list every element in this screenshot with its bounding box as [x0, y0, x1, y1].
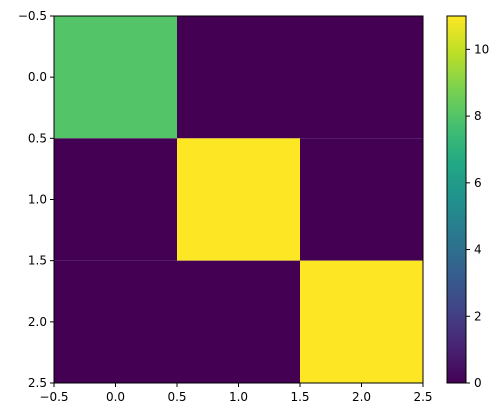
x-tick-label: −0.5	[39, 390, 68, 404]
y-tick-label: 0.5	[28, 131, 47, 145]
heatmap-axes: −0.5 0.0 0.5 1.0 1.5 2.0 2.5−0.50.00.51.01.52.…	[18, 9, 433, 404]
heatmap-cell-r2-c2	[300, 260, 423, 383]
heatmap-cell-r1-c1	[177, 138, 300, 261]
y-tick-label: −0.5	[18, 9, 47, 23]
heatmap-cell-r2-c0	[54, 260, 177, 383]
colorbar: 0 2 4 6 8 10	[446, 15, 489, 390]
x-tick-label: 0.5	[167, 390, 186, 404]
heatmap-cell-r0-c1	[177, 16, 300, 139]
colorbar-tick-label: 4	[474, 243, 482, 257]
colorbar-tick-label: 6	[474, 176, 482, 190]
x-tick-label: 2.5	[413, 390, 432, 404]
x-tick-label: 1.0	[229, 390, 248, 404]
heatmap-cell-r1-c2	[300, 138, 423, 261]
colorbar-tick-label: 10	[474, 42, 489, 56]
colorbar-gradient	[447, 16, 466, 383]
y-tick-label: 0.0	[28, 70, 47, 84]
heatmap-cell-r0-c2	[300, 16, 423, 139]
colorbar-tick-label: 8	[474, 109, 482, 123]
colorbar-frame	[446, 15, 467, 384]
colorbar-tick-label: 2	[474, 309, 482, 323]
x-tick-label: 2.0	[352, 390, 371, 404]
x-tick-label: 0.0	[106, 390, 125, 404]
heatmap-cell-r0-c0	[54, 16, 177, 139]
heatmap-cell-r2-c1	[177, 260, 300, 383]
colorbar-tick-label: 0	[474, 376, 482, 390]
x-tick-label: 1.5	[290, 390, 309, 404]
y-tick-label: 2.5	[28, 376, 47, 390]
y-tick-label: 1.0	[28, 193, 47, 207]
heatmap-cell-r1-c0	[54, 138, 177, 261]
y-tick-label: 2.0	[28, 315, 47, 329]
y-tick-label: 1.5	[28, 254, 47, 268]
heatmap-cells	[54, 16, 423, 383]
